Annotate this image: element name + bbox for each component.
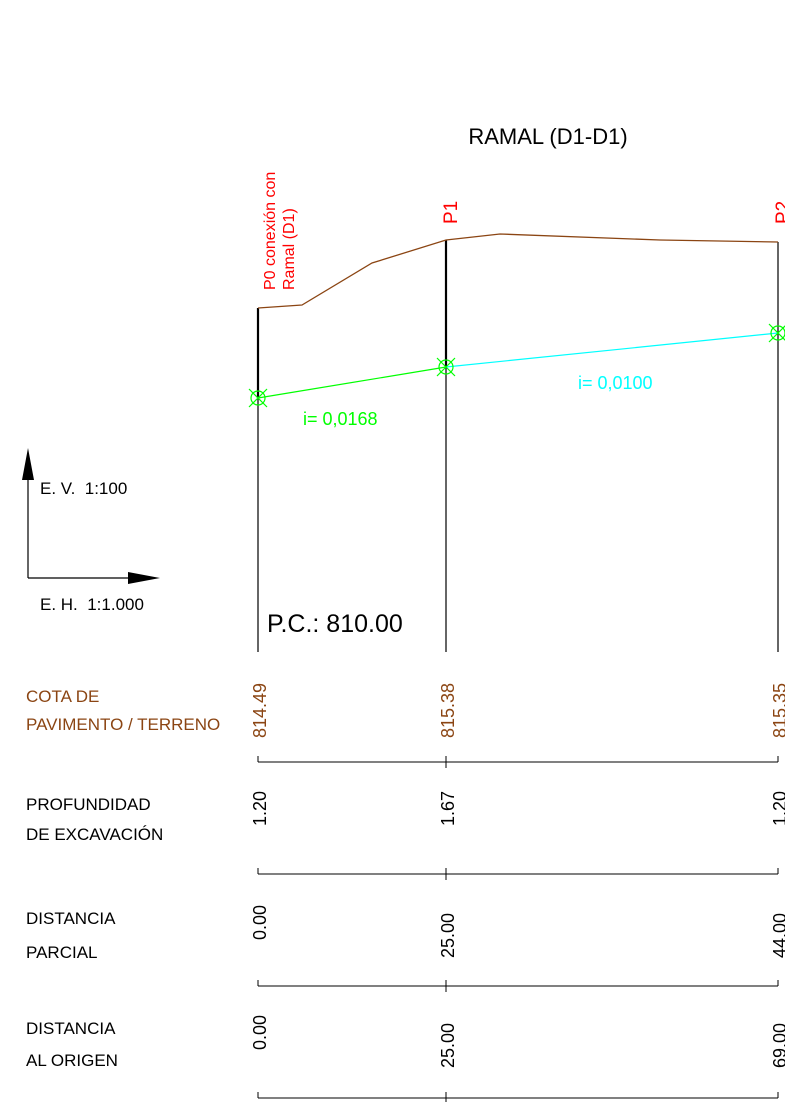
- terrain-line: [257, 233, 779, 309]
- manhole-label-p0-line1: P0 conexión con: [262, 172, 279, 290]
- row-value: 44.00: [770, 913, 785, 958]
- row-label-line1: COTA DE: [26, 687, 99, 706]
- row-value: 0.00: [250, 905, 270, 940]
- manhole-lines: [256, 240, 779, 652]
- row-label-line1: DISTANCIA: [26, 1019, 116, 1038]
- slope-label-2: i= 0,0100: [578, 373, 653, 393]
- row-value: 1.20: [770, 791, 785, 826]
- row-value: 814.49: [250, 683, 270, 738]
- row-label-line2: AL ORIGEN: [26, 1051, 118, 1070]
- scale-indicator: E. V. 1:100 E. H. 1:1.000: [22, 448, 160, 614]
- row-terrain-elevation: COTA DE PAVIMENTO / TERRENO 814.49 815.3…: [26, 683, 785, 768]
- invert-marker-p0: [248, 388, 268, 408]
- vertical-arrow-icon: [22, 448, 34, 480]
- row-value: 1.67: [438, 791, 458, 826]
- horizontal-arrow-icon: [128, 572, 160, 584]
- row-origin-distance: DISTANCIA AL ORIGEN 0.00 25.00 69.00: [26, 1015, 785, 1102]
- row-value: 25.00: [438, 1023, 458, 1068]
- profile-title: RAMAL (D1-D1): [468, 124, 627, 149]
- pipe-segment-1: [257, 366, 447, 399]
- row-excavation-depth: PROFUNDIDAD DE EXCAVACIÓN 1.20 1.67 1.20: [26, 791, 785, 880]
- row-value: 69.00: [770, 1023, 785, 1068]
- invert-marker-p2: [768, 323, 785, 343]
- row-label-line1: DISTANCIA: [26, 909, 116, 928]
- row-value: 815.38: [438, 683, 458, 738]
- row-partial-distance: DISTANCIA PARCIAL 0.00 25.00 44.00: [26, 905, 785, 992]
- row-label-line2: PARCIAL: [26, 943, 98, 962]
- manhole-label-p0-line2: Ramal (D1): [281, 208, 298, 290]
- row-value: 815.35: [770, 683, 785, 738]
- row-value: 0.00: [250, 1015, 270, 1050]
- reference-plane-label: P.C.: 810.00: [267, 610, 403, 638]
- row-label-line2: PAVIMENTO / TERRENO: [26, 715, 220, 734]
- manhole-label-p1: P1: [441, 201, 462, 224]
- vertical-scale-label: E. V. 1:100: [40, 479, 127, 498]
- slope-label-1: i= 0,0168: [303, 409, 378, 429]
- manhole-label-p2: P2: [773, 201, 785, 224]
- invert-marker-p1: [436, 357, 456, 377]
- row-value: 1.20: [250, 791, 270, 826]
- horizontal-scale-label: E. H. 1:1.000: [40, 595, 144, 614]
- row-label-line2: DE EXCAVACIÓN: [26, 825, 163, 844]
- row-value: 25.00: [438, 913, 458, 958]
- pipe-segment-2: [445, 332, 779, 368]
- row-label-line1: PROFUNDIDAD: [26, 795, 151, 814]
